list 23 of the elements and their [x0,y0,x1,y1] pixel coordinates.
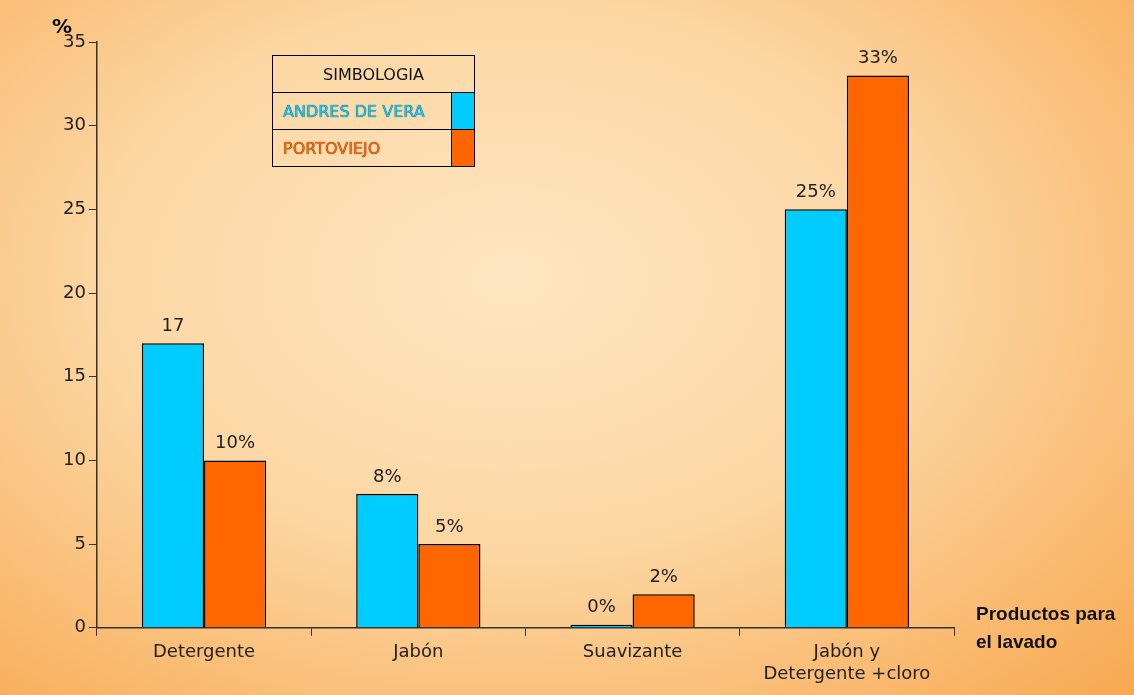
data-label: 33% [857,46,898,68]
y-tick-label: 5 [74,531,86,553]
x-axis-title: Productos para el lavado [976,602,1116,654]
data-label: 25% [795,180,836,202]
x-tick-label: Jabón y Detergente +cloro [763,640,931,683]
data-label: 5% [435,514,464,536]
text: PORTOVIEJO [272,129,452,167]
data-label: 17 [161,313,185,335]
x-tick-label: Suavizante [582,640,683,662]
y-tick-label: 20 [63,280,86,302]
x-tick-label: Jabón [392,640,444,662]
legend-label: ANDRES DE VERA [272,92,452,130]
x-tick-label: Detergente [152,640,256,662]
y-tick-label: 25 [63,197,86,219]
legend-title: SIMBOLOGIA [272,55,475,93]
data-label: 8% [372,464,402,486]
y-tick-label: 10 [63,448,86,470]
data-label: 0% [587,595,616,617]
y-tick-label: 30 [63,113,86,135]
y-tick-label: 0 [74,615,86,637]
y-tick-label: 15 [63,364,86,386]
data-label: 10% [215,431,256,453]
data-label: 2% [649,565,678,586]
